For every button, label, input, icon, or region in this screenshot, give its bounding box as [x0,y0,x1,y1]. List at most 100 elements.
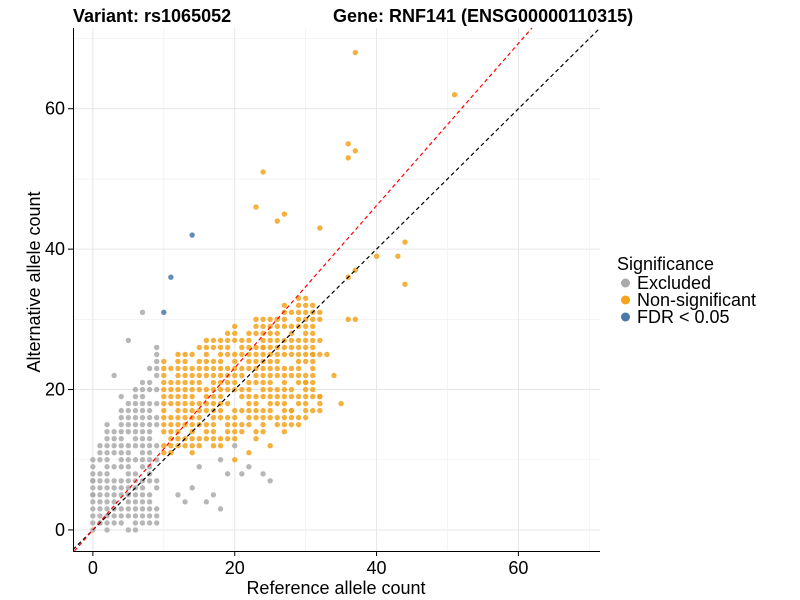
excluded-point [118,393,124,400]
excluded-point [260,471,266,477]
non-significant-point [345,155,351,161]
non-significant-point [295,379,302,386]
non-significant-point [295,337,302,344]
non-significant-point [295,393,302,400]
non-significant-point [224,365,231,372]
non-significant-point [281,323,288,330]
non-significant-point [281,428,288,435]
non-significant-point [196,358,202,365]
excluded-point [125,513,132,519]
non-significant-point [210,428,217,435]
non-significant-point [267,316,273,323]
non-significant-point [260,337,266,344]
non-significant-point [317,400,323,407]
non-significant-point [217,358,224,365]
non-significant-point [246,337,252,344]
non-significant-point [217,372,224,379]
non-significant-point [217,393,224,400]
non-significant-point [451,91,458,98]
excluded-point [125,407,132,414]
excluded-point [90,478,96,484]
non-significant-point [224,344,231,351]
non-significant-point [196,344,202,351]
non-significant-point [239,337,245,344]
non-significant-point [295,414,302,421]
excluded-point [132,386,139,393]
excluded-point [153,513,160,519]
fdr-point [161,309,167,316]
non-significant-point [246,450,252,456]
excluded-point [132,499,139,505]
non-significant-point [175,407,181,414]
excluded-point [104,471,110,477]
non-significant-point [246,344,252,351]
non-significant-point [168,442,174,449]
non-significant-point [288,393,295,400]
non-significant-point [310,302,316,308]
excluded-point [90,492,96,498]
excluded-point [111,372,117,379]
excluded-point [146,450,153,456]
non-significant-point [317,309,323,316]
non-significant-point [217,435,224,442]
non-significant-point [253,428,259,435]
non-significant-point [175,358,181,365]
excluded-point [125,471,132,477]
non-significant-point [196,365,202,372]
non-significant-point [182,365,188,372]
excluded-point [139,309,146,316]
non-significant-point [267,414,273,421]
non-significant-point [253,393,259,400]
non-significant-point [161,450,167,456]
axis-ticks: 0 20 40 60 0 20 40 60 [45,99,528,578]
non-significant-point [203,358,210,365]
excluded-point [146,365,153,372]
non-significant-point [196,372,202,379]
excluded-point [246,464,252,470]
non-significant-point [274,393,280,400]
non-significant-point [246,400,252,407]
non-significant-point [267,330,273,337]
excluded-point [118,450,124,456]
fitted-line [73,27,533,552]
non-significant-point [161,365,167,372]
excluded-point [125,442,132,449]
legend-swatch-excluded [621,278,630,288]
non-significant-point [310,372,316,379]
excluded-point [146,414,153,421]
non-significant-point [274,372,280,379]
excluded-point [118,485,124,491]
excluded-point [111,442,117,449]
excluded-point [132,527,139,533]
non-significant-point [203,428,210,435]
non-significant-point [288,414,295,421]
non-significant-point [288,337,295,344]
non-significant-point [295,421,302,428]
non-significant-point [295,358,302,365]
non-significant-point [175,372,181,379]
y-tick-label: 40 [45,239,65,259]
excluded-point [125,485,132,491]
non-significant-point [161,414,167,421]
non-significant-point [175,428,181,435]
excluded-point [139,379,146,386]
non-significant-point [161,386,167,393]
excluded-point [118,464,124,470]
excluded-point [210,492,217,498]
legend-title: Significance [617,254,714,274]
excluded-point [132,492,139,498]
excluded-point [146,492,153,498]
excluded-point [118,506,124,512]
non-significant-point [274,358,280,365]
excluded-point [189,485,195,491]
excluded-point [146,435,153,442]
excluded-point [97,506,103,512]
non-significant-point [210,421,217,428]
excluded-point [118,428,124,435]
non-significant-point [161,428,167,435]
non-significant-point [267,365,273,372]
non-significant-point [232,435,238,442]
grid [73,28,600,551]
non-significant-point [168,400,174,407]
x-tick-label: 20 [225,558,245,578]
